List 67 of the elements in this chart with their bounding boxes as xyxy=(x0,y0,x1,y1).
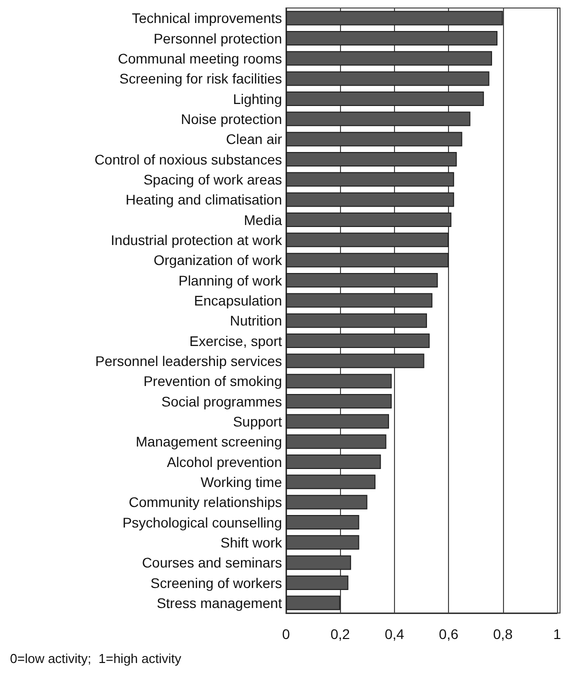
bar xyxy=(286,596,340,610)
y-tick-label: Stress management xyxy=(156,594,282,611)
bar xyxy=(286,10,503,26)
y-tick-label: Alcohol prevention xyxy=(166,454,282,470)
text: 0=low activity; 1=high activity xyxy=(10,651,182,666)
bar xyxy=(286,152,457,167)
y-tick-label: Clean air xyxy=(226,131,282,148)
y-tick-label: Control of noxious substances xyxy=(94,151,282,168)
bar xyxy=(286,112,470,126)
bar xyxy=(286,132,462,146)
y-tick-label: Community relationships xyxy=(128,494,282,510)
y-tick-label: Courses and seminars xyxy=(142,554,282,571)
y-tick-label: Support xyxy=(232,413,282,430)
bar xyxy=(286,30,498,46)
bar xyxy=(286,374,392,388)
bar xyxy=(286,354,424,368)
bar xyxy=(286,71,490,86)
bar xyxy=(286,192,454,207)
y-tick-label: Management screening xyxy=(136,434,282,450)
y-tick-label: Communal meeting rooms xyxy=(118,50,282,66)
x-tick-label: 0,8 xyxy=(493,626,513,642)
bar xyxy=(286,575,348,590)
y-tick-label: Noise protection xyxy=(180,110,282,127)
y-tick-label: Heating and climatisation xyxy=(126,192,282,208)
y-tick-label: Psychological counselling xyxy=(122,514,282,530)
y-tick-label: Exercise, sport xyxy=(189,332,282,349)
y-tick-label: Spacing of work areas xyxy=(143,171,282,188)
y-tick-label: Media xyxy=(244,212,282,228)
y-tick-label: Screening of workers xyxy=(150,574,282,591)
y-tick-label: Screening for risk facilities xyxy=(119,70,282,87)
y-tick-label: Shift work xyxy=(220,534,283,550)
bar xyxy=(286,293,432,308)
bar xyxy=(286,535,360,550)
bar xyxy=(286,313,427,328)
bar xyxy=(286,434,386,449)
bar xyxy=(286,514,360,530)
y-tick-label: Working time xyxy=(200,474,282,490)
x-tick-label: 0 xyxy=(282,626,290,642)
x-tick-label: 0,2 xyxy=(330,626,350,642)
bar xyxy=(286,494,368,510)
bar xyxy=(286,91,484,106)
bar xyxy=(286,51,492,66)
bar xyxy=(286,555,352,570)
bar xyxy=(286,394,392,409)
bar xyxy=(286,414,390,429)
bar xyxy=(286,232,449,248)
y-tick-label: Social programmes xyxy=(161,393,282,410)
y-tick-label: Organization of work xyxy=(154,252,283,268)
bar xyxy=(286,172,454,187)
y-tick-label: Industrial protection at work xyxy=(110,232,283,248)
y-tick-label: Planning of work xyxy=(178,272,283,288)
y-tick-label: Nutrition xyxy=(230,312,282,329)
y-tick-label: Encapsulation xyxy=(194,292,282,308)
bar xyxy=(286,252,449,268)
bar xyxy=(286,272,438,288)
x-tick-label: 0,4 xyxy=(384,626,404,642)
y-tick-label: Personnel leadership services xyxy=(95,352,282,369)
y-tick-label: Lighting xyxy=(232,90,282,107)
bar xyxy=(286,333,430,348)
y-tick-label: Personnel protection xyxy=(154,30,282,46)
y-tick-label: Technical improvements xyxy=(132,10,282,26)
x-tick-label: 0,6 xyxy=(438,626,459,642)
bar xyxy=(286,474,376,490)
x-tick-label: 1 xyxy=(553,626,562,642)
bar xyxy=(286,454,381,470)
bar xyxy=(286,212,452,228)
y-tick-label: Prevention of smoking xyxy=(143,373,282,390)
